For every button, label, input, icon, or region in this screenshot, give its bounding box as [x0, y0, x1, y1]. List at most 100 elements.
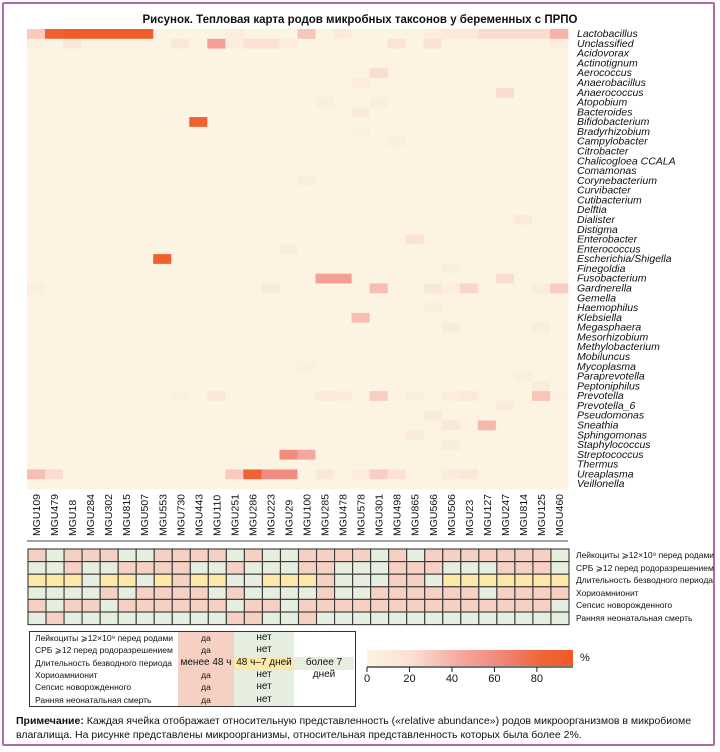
heatmap-cell: [135, 38, 154, 49]
heatmap-cell: [135, 185, 154, 196]
heatmap-cell: [531, 48, 551, 59]
heatmap-cell: [513, 205, 533, 216]
heatmap-cell: [63, 391, 82, 402]
heatmap-cell: [117, 459, 136, 470]
heatmap-cell: [549, 273, 569, 284]
annotation-cell: [297, 548, 318, 563]
heatmap-cell: [531, 185, 551, 196]
heatmap-cell: [171, 185, 190, 196]
heatmap-cell: [207, 224, 226, 235]
heatmap-cell: [531, 430, 551, 441]
heatmap-cell: [351, 381, 371, 392]
annotation-cell: [514, 573, 534, 588]
heatmap-cell: [351, 48, 371, 59]
heatmap-cell: [441, 224, 461, 235]
legend-green-value: нет: [256, 681, 272, 693]
heatmap-cell: [153, 332, 172, 343]
heatmap-cell: [27, 449, 46, 461]
heatmap-cell: [27, 234, 46, 245]
heatmap-cell: [297, 87, 316, 98]
heatmap-cell: [387, 214, 407, 226]
heatmap-cell: [423, 371, 443, 382]
heatmap-cell: [135, 322, 154, 333]
annotation-cell: [532, 548, 552, 563]
heatmap-cell: [351, 361, 371, 372]
heatmap-cell: [135, 420, 154, 431]
heatmap-cell: [423, 166, 443, 177]
heatmap-cell: [423, 351, 443, 363]
heatmap-cell: [153, 29, 172, 40]
heatmap-cell: [369, 146, 389, 157]
heatmap-cell: [513, 440, 533, 451]
heatmap-cell: [315, 156, 334, 167]
heatmap-cell: [261, 263, 280, 275]
heatmap-cell: [405, 48, 425, 59]
heatmap-cell: [351, 156, 371, 167]
heatmap-cell: [153, 185, 172, 196]
heatmap-cell: [459, 322, 479, 333]
heatmap-cell: [243, 420, 262, 431]
heatmap-cell: [279, 342, 298, 353]
heatmap-cell: [27, 410, 46, 421]
heatmap-cell: [459, 351, 479, 363]
annotation-row-label: СРБ ⩾12 перед родоразрешением: [576, 562, 714, 573]
heatmap-cell: [225, 283, 244, 294]
heatmap-cell: [99, 322, 118, 333]
heatmap-cell: [261, 107, 280, 118]
heatmap-cell: [63, 342, 82, 353]
heatmap-cell: [27, 136, 46, 147]
heatmap-cell: [189, 479, 208, 490]
heatmap-cell: [117, 254, 136, 265]
heatmap-cell: [153, 166, 172, 177]
heatmap-cell: [243, 29, 262, 40]
note-text: Каждая ячейка отображает относительную п…: [16, 715, 692, 741]
heatmap-cell: [477, 440, 497, 451]
heatmap-cell: [459, 234, 479, 245]
heatmap-cell: [477, 136, 497, 147]
heatmap-cell: [369, 449, 389, 461]
heatmap-cell: [207, 214, 226, 226]
heatmap-cell: [207, 77, 226, 89]
heatmap-cell: [297, 29, 316, 40]
heatmap-cell: [27, 244, 46, 255]
heatmap-cell: [117, 371, 136, 382]
heatmap-cell: [477, 469, 497, 480]
heatmap-cell: [531, 371, 551, 382]
heatmap-cell: [189, 107, 208, 118]
annotation-cell: [153, 611, 173, 626]
heatmap-cell: [117, 126, 136, 138]
heatmap-cell: [27, 117, 46, 128]
heatmap-cell: [63, 38, 82, 49]
note-heading: Примечание:: [16, 715, 84, 727]
heatmap-cell: [549, 214, 569, 226]
annotation-cell: [478, 598, 498, 613]
heatmap-cell: [477, 205, 497, 216]
heatmap-cell: [369, 107, 389, 118]
heatmap-cell: [315, 273, 334, 284]
heatmap-cell: [549, 87, 569, 98]
annotation-cell: [550, 573, 570, 588]
heatmap-cell: [189, 254, 208, 265]
heatmap-cell: [405, 430, 425, 441]
legend-pink-value: да: [201, 633, 211, 643]
heatmap-cell: [315, 400, 334, 412]
heatmap-cell: [513, 469, 533, 480]
heatmap-cell: [441, 420, 461, 431]
heatmap-cell: [405, 342, 425, 353]
taxon-label: Atopobium: [576, 97, 627, 109]
heatmap-cell: [297, 420, 316, 431]
heatmap-cell: [351, 205, 371, 216]
heatmap-cell: [243, 205, 262, 216]
heatmap-cell: [513, 244, 533, 255]
heatmap-cell: [135, 195, 154, 206]
annotation-cell: [442, 586, 462, 600]
heatmap-cell: [207, 430, 226, 441]
annotation-cell: [334, 598, 354, 613]
heatmap-cell: [477, 400, 497, 412]
heatmap-cell: [333, 312, 352, 324]
heatmap-cell: [243, 195, 262, 206]
annotation-cell: [424, 598, 444, 613]
heatmap-cell: [243, 351, 262, 363]
heatmap-cell: [549, 459, 569, 470]
annotation-cell: [261, 598, 282, 613]
